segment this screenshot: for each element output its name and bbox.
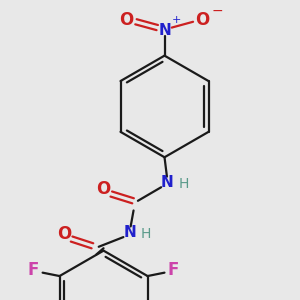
Text: +: + <box>172 15 181 25</box>
Text: O: O <box>119 11 134 29</box>
Text: N: N <box>158 23 171 38</box>
Text: O: O <box>96 180 110 198</box>
Text: F: F <box>28 261 39 279</box>
Text: N: N <box>123 225 136 240</box>
Text: N: N <box>160 175 173 190</box>
Text: H: H <box>141 227 151 241</box>
Text: H: H <box>178 177 189 191</box>
Text: −: − <box>212 4 224 18</box>
Text: O: O <box>196 11 210 29</box>
Text: O: O <box>57 225 71 243</box>
Text: F: F <box>168 261 179 279</box>
